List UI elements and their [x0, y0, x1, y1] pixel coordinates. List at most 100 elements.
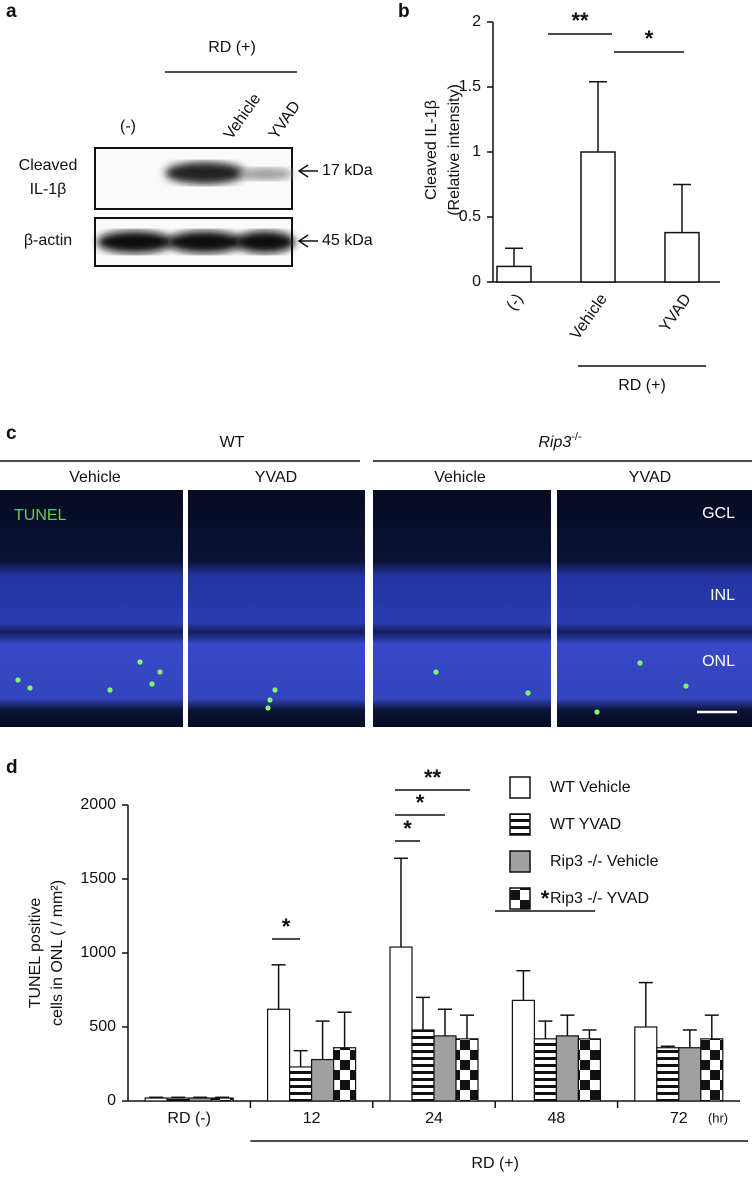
genotype-label: Rip3-/- — [538, 431, 582, 451]
tunel-dot — [107, 687, 113, 693]
x-tick-label: (-) — [504, 291, 527, 314]
size-label: 45 kDa — [322, 232, 373, 249]
tunel-dot — [265, 705, 271, 711]
bar — [634, 1026, 658, 1102]
y-tick-label: 1000 — [80, 944, 116, 961]
bar — [555, 1035, 580, 1102]
genotype-label: WT — [220, 434, 245, 451]
bar — [533, 1038, 558, 1102]
panel-a: a RD (+) (-) Vehicle YVAD Cleaved IL-1β … — [6, 1, 373, 267]
x-tick-label: 72 — [670, 1110, 688, 1127]
x-tick-label: 24 — [425, 1110, 443, 1127]
axis-title: TUNEL positive — [27, 898, 44, 1009]
micrograph — [373, 490, 551, 727]
y-tick-label: 2000 — [80, 796, 116, 813]
lane-label: Vehicle — [221, 91, 265, 143]
layer-label: GCL — [702, 505, 735, 522]
axis-title: cells in ONL ( / mm²) — [49, 880, 66, 1026]
panel-letter: b — [398, 1, 410, 22]
tunel-dot — [433, 669, 439, 675]
y-tick-label: 2 — [472, 13, 481, 30]
bar — [333, 1047, 357, 1102]
size-label: 17 kDa — [322, 162, 373, 179]
bar — [433, 1035, 457, 1102]
stain-label: TUNEL — [14, 507, 67, 524]
genotype-superscript: -/- — [571, 431, 582, 443]
bar — [166, 1097, 190, 1102]
panel-letter: c — [6, 423, 17, 444]
treatment-label: YVAD — [629, 469, 671, 486]
y-tick-label: 1500 — [80, 870, 116, 887]
bar — [411, 1029, 435, 1102]
tunel-dot — [272, 687, 278, 693]
significance-label: ** — [571, 8, 589, 33]
tunel-dot — [27, 685, 33, 691]
panel-letter: a — [6, 1, 17, 22]
legend-label: Rip3 -/- Vehicle — [550, 853, 659, 870]
row-label: IL-1β — [30, 181, 67, 198]
blot-band — [237, 168, 293, 180]
bar — [144, 1097, 168, 1102]
blot-band — [97, 231, 173, 253]
bar — [311, 1058, 335, 1102]
legend-label: WT Vehicle — [550, 779, 631, 796]
arrow — [297, 164, 318, 178]
blot-band — [235, 231, 295, 253]
micrograph — [0, 490, 183, 727]
bar — [289, 1066, 313, 1102]
treatment-label: YVAD — [255, 469, 297, 486]
panel-letter: d — [6, 757, 18, 778]
layer-label: ONL — [702, 653, 735, 670]
tunel-dot — [137, 659, 143, 665]
row-label: Cleaved — [19, 157, 78, 174]
bar — [267, 1008, 291, 1102]
legend-label: Rip3 -/- YVAD — [550, 890, 649, 907]
tunel-dot — [594, 709, 600, 715]
axis-title: (Relative intensity) — [446, 84, 463, 216]
bar — [580, 151, 616, 283]
legend-swatch — [509, 776, 531, 799]
group-label: RD (+) — [618, 377, 666, 394]
bar — [210, 1097, 234, 1102]
y-tick-label: 0.5 — [459, 208, 481, 225]
significance-label: * — [645, 26, 654, 51]
blot-band — [165, 162, 245, 184]
tunel-dot — [157, 669, 163, 675]
tunel-dot — [267, 697, 273, 703]
bar — [577, 1038, 602, 1102]
legend-label: WT YVAD — [550, 816, 621, 833]
layer-label: INL — [710, 587, 735, 604]
y-tick-label: 0 — [107, 1092, 116, 1109]
bar — [455, 1038, 479, 1102]
bar — [664, 231, 700, 283]
tunel-dot — [15, 677, 21, 683]
significance-label: * — [416, 790, 425, 815]
tunel-dot — [525, 690, 531, 696]
y-tick-label: 0 — [472, 273, 481, 290]
significance-label: * — [403, 816, 412, 841]
micrograph — [188, 490, 365, 727]
legend-swatch — [509, 887, 531, 910]
treatment-label: Vehicle — [69, 469, 121, 486]
bar — [511, 999, 536, 1102]
y-tick-label: 500 — [89, 1018, 116, 1035]
significance-label: ** — [424, 765, 442, 790]
blot-band — [167, 231, 243, 253]
treatment-label: Vehicle — [434, 469, 486, 486]
y-tick-label: 1.5 — [459, 78, 481, 95]
x-tick-label: 48 — [548, 1110, 566, 1127]
arrow — [297, 234, 318, 248]
row-label: β-actin — [24, 232, 72, 249]
group-label: RD (+) — [208, 39, 256, 56]
bar — [678, 1047, 702, 1102]
x-tick-label: YVAD — [656, 291, 694, 335]
bar — [188, 1097, 212, 1102]
legend-swatch — [509, 813, 531, 836]
bar — [700, 1038, 724, 1102]
x-tick-label: RD (-) — [167, 1110, 211, 1127]
axis-title: Cleaved IL-1β — [423, 100, 440, 200]
lane-label: YVAD — [266, 98, 304, 142]
bar — [389, 946, 413, 1102]
x-unit: (hr) — [708, 1110, 728, 1125]
